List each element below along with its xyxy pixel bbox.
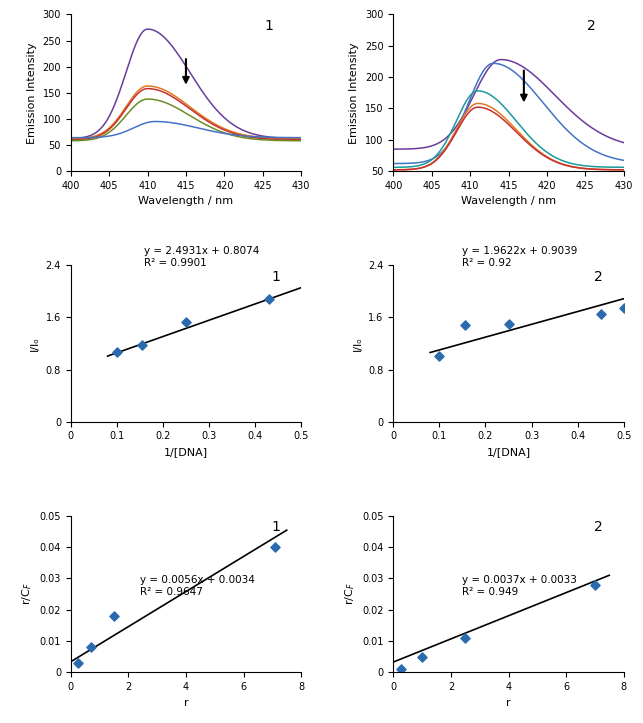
Y-axis label: I/Iₒ: I/Iₒ (352, 336, 363, 351)
Text: 2: 2 (593, 270, 602, 283)
X-axis label: r: r (184, 698, 188, 708)
Text: 2: 2 (587, 19, 595, 33)
Text: y = 0.0056x + 0.0034
R² = 0.9647: y = 0.0056x + 0.0034 R² = 0.9647 (140, 576, 255, 597)
Y-axis label: Emission Intensity: Emission Intensity (349, 42, 359, 144)
Point (264, 294, 274, 305)
Point (590, 579, 600, 591)
Point (460, 632, 471, 643)
Point (181, 316, 191, 328)
Y-axis label: I/Iₒ: I/Iₒ (30, 336, 40, 351)
Text: 2: 2 (593, 521, 602, 534)
Y-axis label: r/C$_F$: r/C$_F$ (20, 583, 34, 605)
Y-axis label: r/C$_F$: r/C$_F$ (343, 583, 356, 605)
Point (109, 610, 119, 622)
X-axis label: 1/[DNA]: 1/[DNA] (164, 447, 208, 457)
Point (595, 308, 606, 320)
X-axis label: Wavelength / nm: Wavelength / nm (138, 197, 233, 206)
X-axis label: r: r (506, 698, 511, 708)
Text: y = 1.9622x + 0.9039
R² = 0.92: y = 1.9622x + 0.9039 R² = 0.92 (462, 247, 578, 268)
Point (86, 641, 96, 653)
Point (460, 320, 470, 331)
X-axis label: 1/[DNA]: 1/[DNA] (487, 447, 530, 457)
Point (619, 302, 629, 314)
Point (270, 542, 280, 553)
Point (73, 657, 83, 669)
Text: 1: 1 (271, 521, 280, 534)
Text: y = 0.0037x + 0.0033
R² = 0.949: y = 0.0037x + 0.0033 R² = 0.949 (462, 576, 577, 597)
Text: 1: 1 (271, 270, 280, 283)
Point (434, 351, 444, 362)
Text: y = 2.4931x + 0.8074
R² = 0.9901: y = 2.4931x + 0.8074 R² = 0.9901 (145, 247, 260, 268)
Point (417, 651, 427, 662)
Point (112, 346, 122, 358)
Point (395, 664, 406, 675)
Y-axis label: Emission Intensity: Emission Intensity (27, 42, 37, 144)
Point (503, 318, 514, 330)
Point (137, 340, 147, 351)
Text: 1: 1 (264, 19, 273, 33)
X-axis label: Wavelength / nm: Wavelength / nm (461, 197, 556, 206)
